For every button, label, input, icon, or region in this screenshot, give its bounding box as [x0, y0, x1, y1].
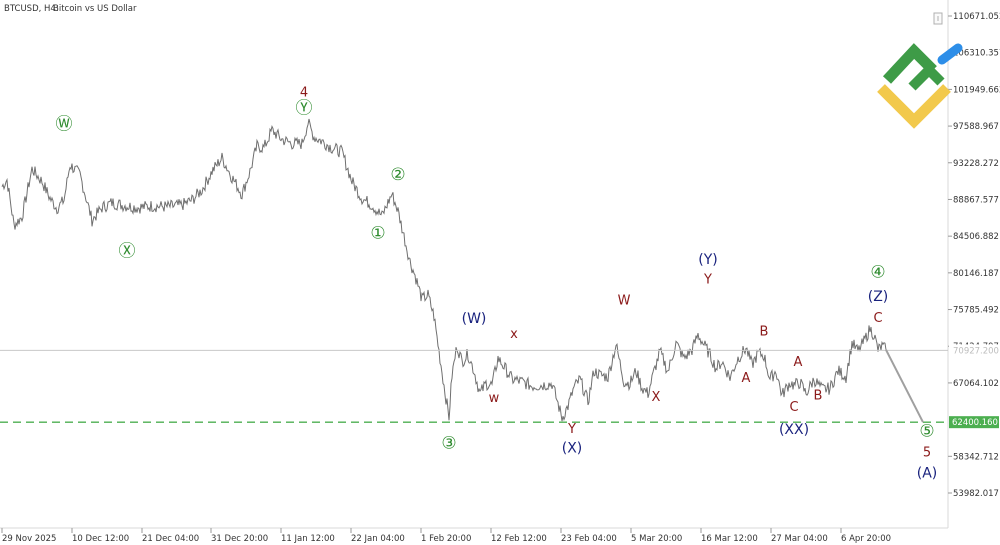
wave-label: w [489, 391, 500, 406]
wave-label: A [794, 355, 803, 370]
time-tick-label: 10 Dec 12:00 [72, 534, 129, 544]
time-tick-label: 31 Dec 20:00 [211, 534, 268, 544]
time-tick-label: 1 Feb 20:00 [421, 534, 471, 544]
wave-label: B [814, 388, 823, 403]
wave-label: (Y) [698, 252, 717, 268]
time-tick-label: 16 Mar 12:00 [701, 534, 758, 544]
wave-label: (X) [562, 440, 583, 456]
time-tick-label: 22 Jan 04:00 [351, 534, 405, 544]
wave-label: W [618, 293, 631, 308]
price-tick-label: 106310.357 [953, 49, 1000, 59]
price-tick-label: 58342.712 [953, 452, 999, 462]
wave-label: X [652, 390, 661, 405]
wave-label: Ⓦ [56, 114, 73, 134]
wave-label: B [760, 325, 769, 340]
wave-label: ④ [870, 262, 885, 282]
price-tick-label: 93228.272 [953, 159, 999, 169]
wave-label: (W) [462, 311, 487, 327]
price-tick-label: 88867.577 [953, 195, 999, 205]
chart-description: Bitcoin vs US Dollar [53, 4, 137, 14]
wave-label: A [742, 371, 751, 386]
brand-logo [877, 43, 963, 129]
time-tick-label: 5 Mar 20:00 [631, 534, 682, 544]
wave-label: C [873, 311, 882, 326]
wave-label: Ⓧ [119, 241, 136, 261]
time-tick-label: 29 Nov 2025 [2, 534, 56, 544]
wave-label: ② [390, 165, 405, 185]
current-price-tag: 70927.200 [953, 346, 999, 356]
support-tag-bg [949, 416, 999, 429]
time-tick-label: 12 Feb 12:00 [491, 534, 547, 544]
wave-label: x [510, 327, 518, 342]
wave-label: (XX) [779, 422, 809, 438]
price-tick-label: 97588.967 [953, 122, 999, 132]
time-tick-label: 11 Jan 12:00 [281, 534, 335, 544]
wave-label: Y [567, 422, 576, 437]
price-tick-label: 101949.662 [953, 85, 1000, 95]
wave-label: 4 [300, 86, 308, 101]
price-tick-label: 67064.102 [953, 379, 999, 389]
wave-label: Y [703, 272, 712, 287]
wave-label: (A) [917, 466, 938, 482]
window-icon[interactable] [933, 12, 943, 25]
time-tick-label: 27 Mar 04:00 [771, 534, 828, 544]
wave-label: C [789, 400, 798, 415]
time-tick-label: 23 Feb 04:00 [561, 534, 617, 544]
price-tick-label: 80146.187 [953, 269, 999, 279]
wave-label: ⑤ [919, 421, 934, 441]
price-tick-label: 75785.492 [953, 306, 999, 316]
wave-label: ③ [441, 433, 456, 453]
wave-label: ① [370, 224, 385, 244]
forecast-line [885, 349, 924, 423]
wave-label: Ⓨ [296, 98, 313, 118]
price-series-line [1, 118, 887, 422]
price-tick-label: 53982.017 [953, 489, 999, 499]
current-price-tag-bg [949, 344, 999, 357]
price-tick-label: 84506.882 [953, 232, 999, 242]
wave-label: (Z) [868, 289, 889, 305]
price-tick-label: 110671.052 [953, 12, 1000, 22]
chart-symbol: BTCUSD, H4: [4, 4, 59, 14]
support-tag: 62400.160 [952, 418, 998, 428]
wave-label: 5 [923, 446, 931, 461]
time-tick-label: 6 Apr 20:00 [841, 534, 891, 544]
time-tick-label: 21 Dec 04:00 [142, 534, 199, 544]
